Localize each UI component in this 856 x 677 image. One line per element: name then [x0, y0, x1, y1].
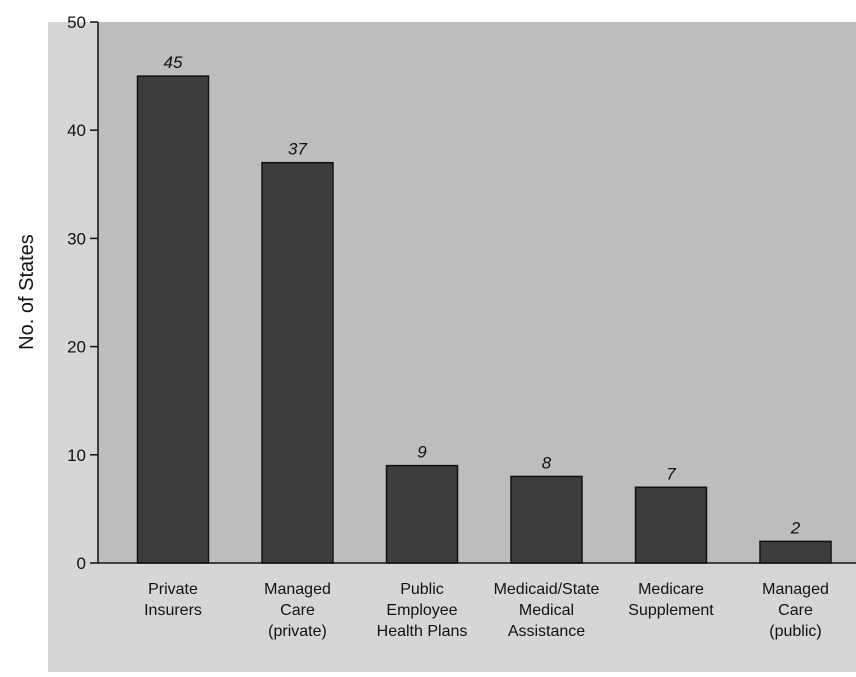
- data-label: 37: [288, 140, 307, 159]
- plot-area: [98, 22, 856, 563]
- bar: [510, 475, 583, 564]
- data-label: 8: [542, 453, 552, 472]
- x-tick-label: Medicare Supplement: [628, 581, 714, 619]
- x-tick-label: Managed Care (private): [264, 581, 331, 640]
- data-label: 9: [417, 443, 427, 462]
- bar: [385, 464, 459, 564]
- bar: [136, 75, 210, 564]
- y-tick-label: 10: [67, 446, 86, 465]
- bar: [634, 486, 708, 564]
- data-label: 7: [666, 464, 676, 483]
- data-label: 2: [790, 518, 801, 537]
- y-tick-label: 0: [77, 554, 86, 573]
- y-tick-label: 30: [67, 229, 86, 248]
- x-tick-label: Public Employee Health Plans: [377, 581, 468, 640]
- y-tick-label: 50: [67, 13, 86, 32]
- data-label: 45: [164, 53, 183, 72]
- bar: [261, 161, 334, 564]
- x-tick-label: Medicaid/State Medical Assistance: [494, 581, 600, 640]
- y-tick-label: 40: [67, 121, 86, 140]
- bar: [759, 540, 832, 564]
- x-tick-label: Private Insurers: [144, 581, 202, 619]
- y-tick-label: 20: [67, 338, 86, 357]
- x-tick-label: Managed Care (public): [762, 581, 829, 640]
- y-axis-title: No. of States: [16, 234, 38, 350]
